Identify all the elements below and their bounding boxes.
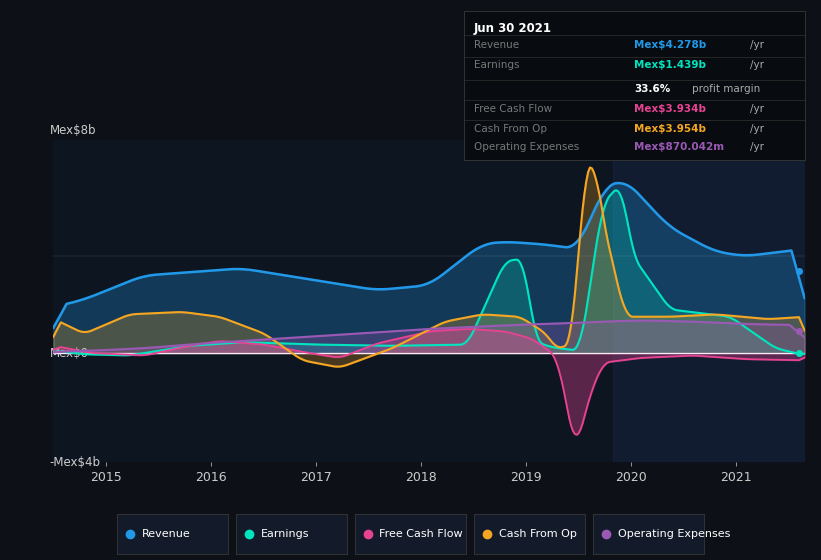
Text: 33.6%: 33.6%	[635, 84, 671, 94]
Bar	[613, 140, 805, 462]
Text: profit margin: profit margin	[692, 84, 760, 94]
Text: Mex$8b: Mex$8b	[49, 124, 96, 137]
Text: Mex$1.439b: Mex$1.439b	[635, 60, 706, 71]
Text: Mex$0: Mex$0	[49, 347, 89, 360]
Text: /yr: /yr	[750, 142, 764, 152]
Text: /yr: /yr	[750, 124, 764, 134]
Text: -Mex$4b: -Mex$4b	[49, 456, 101, 469]
Text: Mex$870.042m: Mex$870.042m	[635, 142, 724, 152]
Text: Mex$3.934b: Mex$3.934b	[635, 104, 706, 114]
Text: Cash From Op: Cash From Op	[474, 124, 547, 134]
Text: Revenue: Revenue	[474, 40, 519, 50]
Text: Cash From Op: Cash From Op	[498, 529, 576, 539]
Text: Revenue: Revenue	[141, 529, 190, 539]
Text: /yr: /yr	[750, 60, 764, 71]
Text: Free Cash Flow: Free Cash Flow	[379, 529, 463, 539]
Text: Mex$4.278b: Mex$4.278b	[635, 40, 707, 50]
Text: Operating Expenses: Operating Expenses	[474, 142, 580, 152]
Text: Jun 30 2021: Jun 30 2021	[474, 22, 552, 35]
Text: Earnings: Earnings	[474, 60, 520, 71]
Text: /yr: /yr	[750, 104, 764, 114]
Text: /yr: /yr	[750, 40, 764, 50]
Text: Free Cash Flow: Free Cash Flow	[474, 104, 553, 114]
Text: Mex$3.954b: Mex$3.954b	[635, 124, 706, 134]
Text: Earnings: Earnings	[260, 529, 309, 539]
Text: Operating Expenses: Operating Expenses	[617, 529, 730, 539]
